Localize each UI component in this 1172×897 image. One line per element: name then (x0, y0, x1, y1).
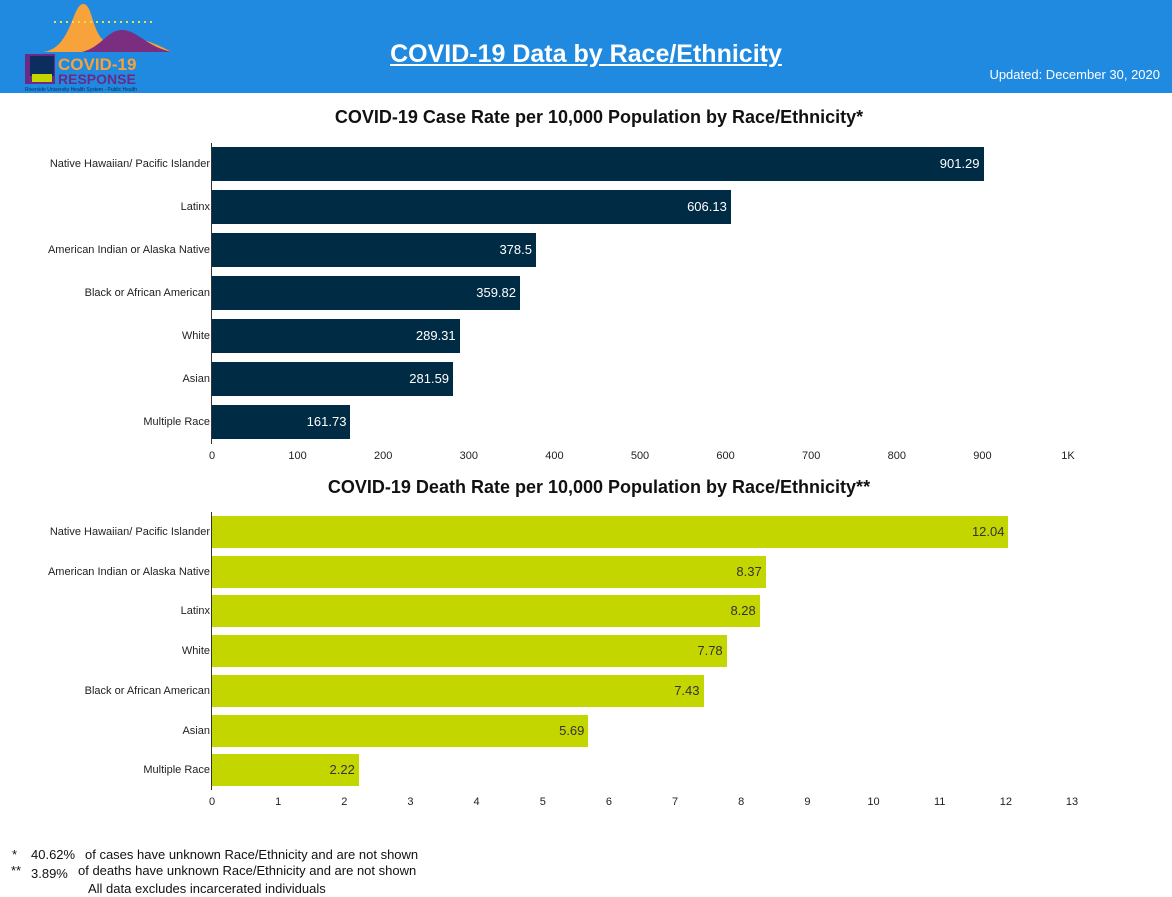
svg-text:RESPONSE: RESPONSE (58, 71, 136, 87)
bar[interactable] (212, 276, 520, 310)
category-label: Black or African American (84, 684, 210, 697)
category-label: American Indian or Alaska Native (47, 244, 210, 256)
bar[interactable] (212, 635, 727, 668)
category-label: Multiple Race (143, 764, 210, 777)
x-tick-label: 9 (804, 796, 811, 808)
category-label: Native Hawaiian/ Pacific Islander (49, 526, 210, 538)
bar[interactable] (212, 516, 1009, 548)
x-tick-label: 2 (341, 796, 348, 808)
footnote-star1: * (12, 847, 18, 862)
data-label: 8.37 (736, 563, 762, 579)
y-axis-line (211, 143, 212, 444)
x-tick-label: 13 (1065, 796, 1079, 808)
bar[interactable] (212, 714, 589, 747)
bar[interactable] (212, 405, 351, 439)
x-tick-label: 100 (288, 450, 307, 462)
category-label: Multiple Race (143, 416, 210, 428)
footnote-pct1: 40.62% (31, 847, 76, 862)
x-tick-label: 5 (539, 796, 546, 808)
data-label: 289.31 (415, 328, 456, 343)
data-label: 378.5 (499, 242, 532, 257)
header-bar: COVID-19 RESPONSE Riverside University H… (0, 0, 1172, 93)
category-label: White (181, 330, 210, 342)
x-tick-label: 900 (973, 450, 992, 462)
bar[interactable] (212, 233, 536, 267)
category-label: Asian (182, 373, 210, 385)
data-label: 161.73 (306, 414, 347, 429)
footnote-pct2: 3.89% (31, 866, 68, 881)
x-tick-label: 800 (887, 450, 906, 462)
x-tick-label: 1 (275, 796, 282, 808)
x-tick-label: 6 (605, 796, 612, 808)
bar[interactable] (212, 555, 766, 588)
svg-text:COVID-19: COVID-19 (58, 55, 136, 74)
data-label: 606.13 (687, 199, 727, 214)
y-axis-line (211, 512, 212, 790)
x-tick-label: 700 (802, 450, 821, 462)
data-label: 7.43 (674, 682, 700, 698)
page-title: COVID-19 Data by Race/Ethnicity (390, 40, 782, 68)
data-label: 8.28 (730, 603, 756, 619)
bar[interactable] (212, 147, 984, 181)
updated-date: Updated: December 30, 2020 (989, 67, 1160, 82)
x-tick-label: 300 (459, 450, 478, 462)
x-tick-label: 400 (545, 450, 564, 462)
svg-text:Riverside University Health Sy: Riverside University Health System - Pub… (25, 87, 137, 92)
x-tick-label: 0 (208, 796, 216, 808)
data-label: 5.69 (559, 722, 585, 738)
covid-19-response-logo: COVID-19 RESPONSE Riverside University H… (25, 3, 172, 92)
bar[interactable] (212, 674, 704, 707)
category-label: Native Hawaiian/ Pacific Islander (49, 158, 210, 170)
x-tick-label: 7 (672, 796, 679, 808)
x-tick-label: 3 (407, 796, 414, 808)
bar[interactable] (212, 754, 359, 787)
x-tick-label: 10 (867, 796, 880, 808)
bar[interactable] (212, 595, 760, 628)
footnote-text1: of cases have unknown Race/Ethnicity and… (85, 847, 419, 862)
x-tick-label: 600 (716, 450, 735, 462)
x-tick-label: 8 (738, 796, 745, 808)
data-label: 281.59 (409, 371, 450, 386)
footnote-text3: All data excludes incarcerated individua… (88, 881, 326, 896)
x-tick-label: 0 (208, 450, 216, 462)
bar[interactable] (212, 190, 731, 224)
data-label: 901.29 (939, 156, 980, 171)
category-label: Latinx (180, 605, 210, 618)
x-tick-label: 500 (630, 450, 650, 462)
category-label: Black or African American (84, 287, 210, 299)
data-label: 359.82 (476, 285, 516, 300)
death-chart-title: COVID-19 Death Rate per 10,000 Populatio… (327, 477, 871, 497)
footnote-text2: of deaths have unknown Race/Ethnicity an… (78, 863, 417, 878)
x-tick-label: 11 (933, 796, 946, 808)
category-label: Latinx (180, 201, 210, 213)
x-tick-label: 12 (999, 796, 1012, 808)
x-tick-label: 1K (1061, 450, 1075, 462)
category-label: American Indian or Alaska Native (47, 565, 210, 578)
footnote-star2: ** (11, 863, 22, 878)
category-label: Asian (182, 724, 210, 737)
data-label: 2.22 (329, 762, 355, 778)
bar[interactable] (212, 319, 460, 353)
x-tick-label: 200 (374, 450, 393, 462)
data-label: 7.78 (697, 643, 723, 659)
bar[interactable] (212, 362, 454, 396)
category-label: White (181, 645, 210, 658)
data-label: 12.04 (971, 524, 1005, 539)
x-tick-label: 4 (473, 796, 480, 808)
case-chart-title: COVID-19 Case Rate per 10,000 Population… (334, 107, 864, 127)
